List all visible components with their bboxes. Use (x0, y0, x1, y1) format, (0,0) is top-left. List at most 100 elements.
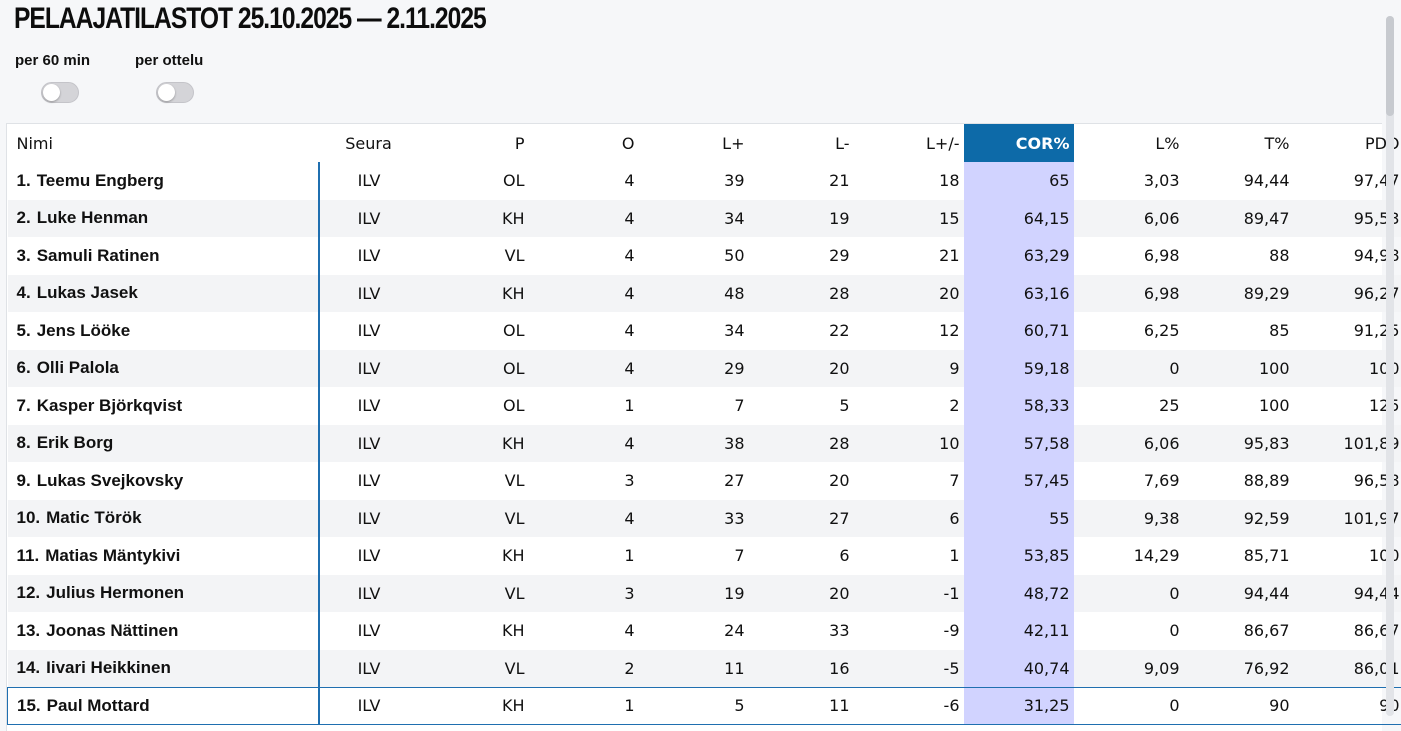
player-name-cell[interactable]: 3. Samuli Ratinen (7, 237, 320, 275)
toggle-per-60-switch[interactable] (41, 82, 79, 103)
player-name-cell[interactable]: 6. Olli Palola (7, 349, 320, 387)
cell-tpct: 88 (1269, 246, 1290, 266)
player-name[interactable]: Erik Borg (36, 433, 114, 453)
cell-pdo: 94,98 (1353, 246, 1400, 266)
cell-p: KH (418, 274, 529, 312)
player-name-cell[interactable]: 1. Teemu Engberg (7, 162, 320, 200)
table-row[interactable]: 8. Erik Borg ILV KH 4 38 28 10 57,58 6,06 95,83 101… (7, 424, 1401, 462)
player-name-cell[interactable]: 9. Lukas Svejkovsky (7, 462, 320, 500)
cell-lpm: 20 (853, 274, 964, 312)
player-name[interactable]: Paul Mottard (46, 695, 150, 715)
cell-o: 3 (624, 471, 635, 491)
player-rank: 4. (16, 283, 31, 303)
toggle-per-ottelu-switch[interactable] (156, 82, 194, 103)
cell-o: 1 (528, 686, 639, 725)
cell-cor: 63,29 (963, 237, 1074, 275)
table-row[interactable]: 9. Lukas Svejkovsky ILV VL 3 27 20 7 57,45 7,69 88… (7, 462, 1401, 500)
player-name[interactable]: Teemu Engberg (36, 170, 164, 190)
player-name-cell[interactable]: 2. Luke Henman (7, 199, 320, 237)
player-name-cell[interactable]: 4. Lukas Jasek (7, 274, 320, 312)
cell-p: OL (418, 349, 529, 387)
header-lpct[interactable]: L% (1155, 133, 1180, 153)
cell-lplus: 11 (638, 649, 749, 687)
player-name[interactable]: Matic Török (46, 508, 142, 528)
player-name-cell[interactable]: 5. Jens Lööke (7, 312, 320, 350)
player-name[interactable]: Jens Lööke (36, 320, 131, 340)
header-lpm[interactable]: L+/- (926, 133, 960, 153)
cell-lpct: 3,03 (1143, 171, 1180, 191)
table-row[interactable]: 7. Kasper Björkqvist ILV OL 1 7 5 2 58,33 25 100 12… (7, 387, 1401, 425)
header-nimi[interactable]: Nimi (16, 133, 53, 153)
player-name[interactable]: Julius Hermonen (46, 583, 185, 603)
table-row[interactable]: 11. Matias Mäntykivi ILV KH 1 7 6 1 53,85 14,29 85… (7, 537, 1401, 575)
player-name-cell[interactable]: 13. Joonas Nättinen (7, 612, 320, 650)
cell-seura: ILV (357, 621, 381, 641)
header-lminus[interactable]: L- (835, 133, 850, 153)
header-lplus[interactable]: L+ (722, 133, 745, 153)
player-name-cell[interactable]: 15. Paul Mottard (7, 686, 320, 725)
cell-lpm: 1 (949, 546, 960, 566)
player-name-cell[interactable]: 7. Kasper Björkqvist (7, 387, 320, 425)
cell-lplus: 39 (724, 171, 745, 191)
cell-seura: ILV (318, 274, 419, 312)
player-name[interactable]: Joonas Nättinen (46, 620, 179, 640)
cell-lplus: 24 (724, 621, 745, 641)
cell-lpm: 9 (853, 349, 964, 387)
player-name[interactable]: Lukas Jasek (36, 283, 138, 303)
player-name[interactable]: Kasper Björkqvist (36, 395, 183, 415)
cell-lpct: 6,06 (1073, 424, 1184, 462)
header-seura[interactable]: Seura (345, 133, 392, 153)
cell-pdo: 100 (1293, 349, 1401, 387)
header-pdo[interactable]: PDO (1364, 133, 1400, 153)
cell-o: 4 (528, 499, 639, 537)
table-row[interactable]: 6. Olli Palola ILV OL 4 29 20 9 59,18 0 100 100 (7, 349, 1401, 387)
player-name-cell[interactable]: 10. Matic Török (7, 499, 320, 537)
table-row[interactable]: 2. Luke Henman ILV KH 4 34 19 15 64,15 6,06 89,47 9… (7, 199, 1401, 237)
cell-lminus: 16 (748, 649, 854, 687)
table-row[interactable]: 3. Samuli Ratinen ILV VL 4 50 29 21 63,29 6,98 88 9… (7, 237, 1401, 275)
player-name-cell[interactable]: 12. Julius Hermonen (7, 574, 320, 612)
cell-pdo: 86,67 (1353, 621, 1400, 641)
cell-tpct: 76,92 (1183, 649, 1294, 687)
cell-lplus: 48 (638, 274, 749, 312)
table-row[interactable]: 1. Teemu Engberg ILV OL 4 39 21 18 65 3,03 94,44 97… (7, 162, 1401, 200)
player-name-cell[interactable]: 8. Erik Borg (7, 424, 320, 462)
player-name[interactable]: Matias Mäntykivi (45, 545, 181, 565)
table-row[interactable]: 12. Julius Hermonen ILV VL 3 19 20 -1 48,72 0 94,4… (7, 574, 1401, 612)
cell-tpct: 86,67 (1243, 621, 1290, 641)
table-row[interactable]: 4. Lukas Jasek ILV KH 4 48 28 20 63,16 6,98 89,29 9… (7, 274, 1401, 312)
player-name[interactable]: Luke Henman (36, 208, 149, 228)
cell-pdo: 91,25 (1353, 321, 1400, 341)
header-tpct[interactable]: T% (1264, 133, 1290, 153)
player-name-cell[interactable]: 14. Iivari Heikkinen (7, 649, 320, 687)
table-row[interactable]: 5. Jens Lööke ILV OL 4 34 22 12 60,71 6,25 85 91,25 (7, 312, 1401, 350)
player-stats-table: Nimi Seura P O L+ L- L+/- COR% L% T% PDO… (7, 124, 1401, 725)
cell-pdo: 101,97 (1293, 499, 1401, 537)
header-cor-sorted[interactable]: COR% (963, 124, 1074, 162)
cell-lminus: 20 (748, 574, 854, 612)
cell-p: VL (418, 649, 529, 687)
player-rank: 9. (16, 470, 31, 490)
player-stats-table-container: Nimi Seura P O L+ L- L+/- COR% L% T% PDO… (6, 123, 1401, 731)
page-scrollbar[interactable] (1386, 16, 1394, 716)
header-p[interactable]: P (514, 133, 525, 153)
cell-tpct: 94,44 (1183, 574, 1294, 612)
cell-lpm: 12 (939, 321, 960, 341)
cell-p: VL (504, 246, 525, 266)
header-o[interactable]: O (621, 133, 635, 153)
cell-lminus: 6 (839, 546, 850, 566)
cell-seura: ILV (357, 546, 381, 566)
player-name[interactable]: Samuli Ratinen (36, 245, 160, 265)
cell-lpct: 7,69 (1143, 471, 1180, 491)
table-row[interactable]: 14. Iivari Heikkinen ILV VL 2 11 16 -5 40,74 9,09… (7, 649, 1401, 687)
player-name-cell[interactable]: 11. Matias Mäntykivi (7, 537, 320, 575)
scrollbar-thumb[interactable] (1386, 16, 1394, 116)
player-name[interactable]: Iivari Heikkinen (46, 658, 171, 677)
cell-lpct: 6,06 (1073, 199, 1184, 237)
table-row[interactable]: 10. Matic Török ILV VL 4 33 27 6 55 9,38 92,59 101,… (7, 499, 1401, 537)
table-row[interactable]: 13. Joonas Nättinen ILV KH 4 24 33 -9 42,11 0 86,6… (7, 612, 1401, 650)
player-name[interactable]: Lukas Svejkovsky (36, 470, 184, 490)
player-name[interactable]: Olli Palola (36, 358, 119, 378)
cell-o: 4 (528, 199, 639, 237)
